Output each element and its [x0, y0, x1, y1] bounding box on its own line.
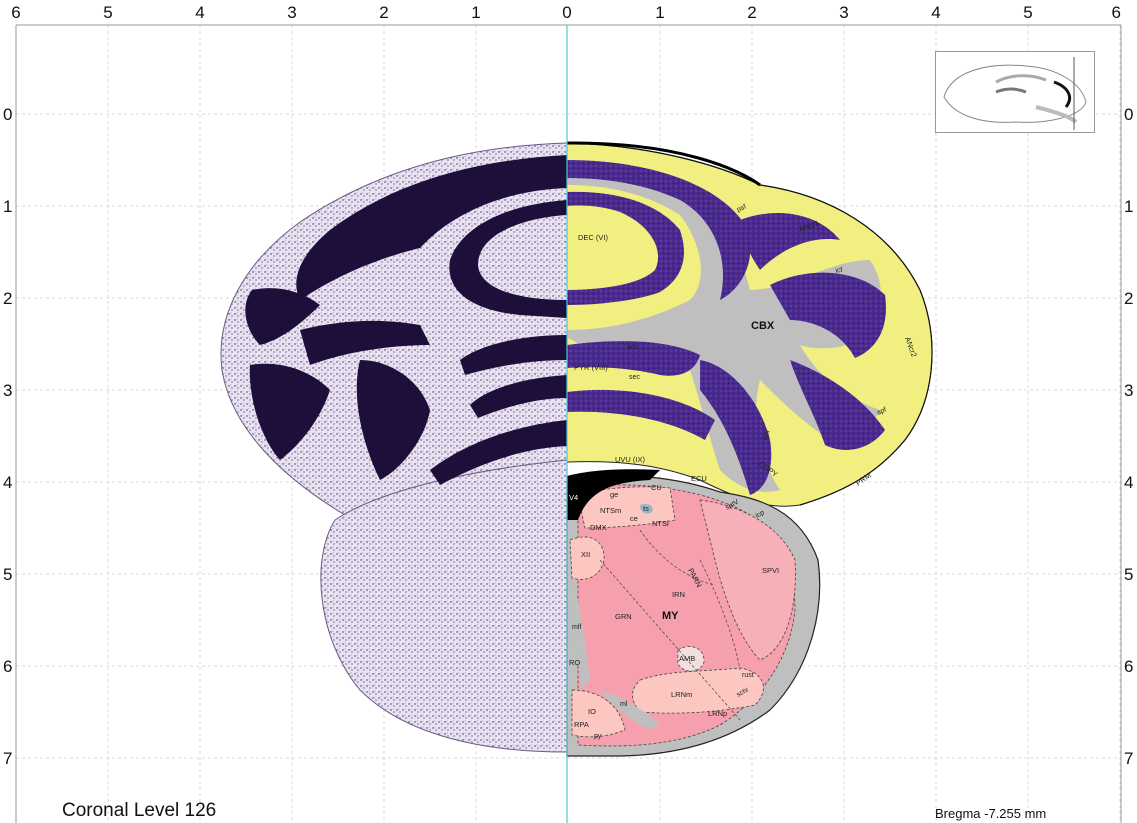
amb-nucleus	[677, 646, 705, 672]
granular-folium	[567, 191, 684, 305]
tick-label: 6	[3, 657, 12, 676]
label-dmx: DMX	[590, 523, 607, 532]
tick-label: 2	[379, 3, 388, 22]
label-amb: AMB	[679, 654, 695, 663]
label-v4: V4	[569, 493, 578, 502]
tick-label: 2	[3, 289, 12, 308]
tick-label: 3	[1124, 381, 1133, 400]
label-uvu: UVU (IX)	[615, 455, 646, 464]
tick-label: 6	[1124, 657, 1133, 676]
label-ro: RO	[569, 658, 580, 667]
label-icf: icf	[835, 267, 843, 275]
tick-label: 7	[3, 749, 12, 768]
label-ce: ce	[630, 514, 638, 523]
label-cu: CU	[651, 483, 662, 492]
io-region	[571, 689, 626, 738]
tick-label: 5	[103, 3, 112, 22]
label-psf: psf	[736, 203, 747, 213]
label-my: MY	[662, 610, 679, 622]
granular-folium	[567, 389, 715, 440]
fourth-ventricle	[567, 469, 660, 520]
tick-label: 5	[3, 565, 12, 584]
label-sec: sec	[629, 374, 640, 381]
label-grn: GRN	[615, 612, 632, 621]
label-pyr: PYR (VIII)	[574, 363, 608, 372]
mlf-tract	[572, 580, 590, 690]
top-axis: 6 5 4 3 2 1 0 1 2 3 4 5 6	[11, 3, 1121, 22]
tick-label: 0	[562, 3, 571, 22]
tick-label: 3	[839, 3, 848, 22]
ts-tract	[640, 503, 653, 514]
label-spvi: SPVI	[762, 566, 779, 575]
nissl-photo-half	[220, 142, 568, 753]
tick-label: 5	[1124, 565, 1133, 584]
atlas-half	[566, 141, 933, 757]
tick-label: 6	[11, 3, 20, 22]
tick-label: 1	[655, 3, 664, 22]
tick-label: 5	[1023, 3, 1032, 22]
granular-folium	[567, 160, 751, 300]
label-ecu: ECU	[691, 474, 707, 483]
label-rust: rust	[742, 672, 754, 679]
sagittal-inset	[935, 51, 1095, 133]
label-icp: icp	[755, 509, 766, 520]
tick-label: 4	[3, 473, 12, 492]
tick-label: 0	[1124, 105, 1133, 124]
tick-label: 1	[1124, 197, 1133, 216]
bregma-label: Bregma -7.255 mm	[935, 806, 1047, 821]
label-ge: ge	[610, 490, 618, 499]
label-ntsm: NTSm	[600, 506, 621, 515]
tick-label: 0	[3, 105, 12, 124]
label-cbx: CBX	[751, 320, 775, 332]
level-title: Coronal Level 126	[62, 800, 217, 821]
label-irn: IRN	[672, 590, 685, 599]
granular-folium	[740, 212, 840, 270]
granular-folium	[770, 272, 886, 358]
arbor-vitae	[567, 175, 881, 492]
tick-label: 2	[1124, 289, 1133, 308]
label-arb: arb	[627, 344, 637, 351]
ruler-frame	[15, 24, 1122, 823]
granular-folium	[790, 360, 885, 450]
tick-label: 4	[195, 3, 204, 22]
tick-label: 7	[1124, 749, 1133, 768]
tick-label: 3	[3, 381, 12, 400]
nissl-medulla	[320, 459, 568, 753]
right-axis: 0 1 2 3 4 5 6 7	[1124, 105, 1133, 768]
xii-nucleus	[569, 536, 605, 580]
label-ppf: ppf	[761, 429, 771, 441]
label-rpa: RPA	[574, 720, 589, 729]
granular-folium	[700, 360, 772, 495]
dorsal-nuclei	[577, 486, 676, 529]
sagittal-inset-drawing	[943, 57, 1087, 130]
spvi-region	[699, 499, 796, 661]
tick-label: 1	[471, 3, 480, 22]
label-ntsl: NTSl	[652, 519, 669, 528]
tick-label: 4	[1124, 473, 1133, 492]
label-ts: ts	[643, 504, 649, 513]
label-mlf: mlf	[572, 624, 581, 631]
tick-label: 2	[747, 3, 756, 22]
left-axis: 0 1 2 3 4 5 6 7	[3, 105, 12, 768]
label-lrnm: LRNm	[671, 690, 692, 699]
label-ml: ml	[620, 701, 628, 708]
label-apf: apf	[876, 406, 888, 416]
tick-label: 4	[931, 3, 940, 22]
tick-label: 6	[1112, 3, 1121, 22]
ml-tract	[600, 690, 660, 730]
label-py: py	[594, 733, 602, 740]
tick-label: 1	[3, 197, 12, 216]
tick-label: 3	[287, 3, 296, 22]
label-lrnp: LRNp	[708, 709, 727, 718]
granular-folium	[567, 341, 700, 376]
label-io: IO	[588, 707, 596, 716]
label-xii: XII	[581, 550, 590, 559]
label-dec: DEC (VI)	[578, 233, 609, 242]
